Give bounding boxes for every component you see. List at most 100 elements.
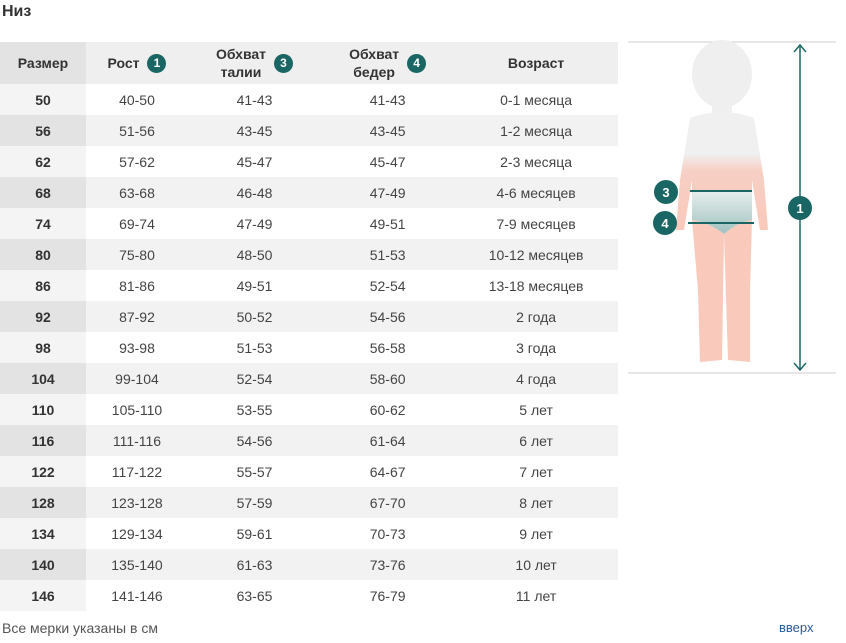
table-row: 146 141-146 63-65 76-79 11 лет (0, 580, 618, 611)
hip-cell: 47-49 (321, 177, 455, 208)
hip-cell: 52-54 (369, 277, 406, 294)
size-cell: 104 (0, 363, 86, 394)
column-header: Обхват талии 3 (187, 42, 322, 84)
column-header-label: Возраст (507, 55, 565, 71)
table-row: 140 135-140 61-63 73-76 10 лет (0, 549, 618, 580)
height-cell: 105-110 (111, 401, 163, 418)
table-header-row: Размер Рост 1 Обхват талии 3 Обхват бедер 4 Возра… (0, 42, 618, 84)
table-row: 134 129-134 59-61 70-73 9 лет (0, 518, 618, 549)
age-cell: 10 лет (454, 549, 618, 580)
waist-cell: 51-53 (236, 339, 273, 356)
column-header: Размер (0, 42, 86, 84)
age-cell: 8 лет (454, 487, 618, 518)
column-header-label: Обхват талии (215, 46, 267, 80)
waist-cell: 55-57 (236, 463, 273, 480)
height-cell: 99-104 (86, 363, 188, 394)
back-to-top-link[interactable]: вверх (779, 620, 814, 635)
svg-text:4: 4 (661, 216, 669, 231)
hip-cell: 41-43 (369, 91, 406, 108)
table-row: 122 117-122 55-57 64-67 7 лет (0, 456, 618, 487)
waist-cell: 53-55 (236, 401, 273, 418)
age-cell: 0-1 месяца (500, 91, 573, 108)
hip-cell: 60-62 (369, 401, 406, 418)
size-cell: 92 (0, 301, 86, 332)
height-cell: 87-92 (86, 301, 188, 332)
body-measurement-figure: 3 4 1 (628, 40, 836, 374)
size-table: Размер Рост 1 Обхват талии 3 Обхват бедер 4 Возра… (0, 42, 618, 611)
hip-cell: 67-70 (321, 487, 455, 518)
hip-cell: 61-64 (321, 425, 455, 456)
column-header: Обхват бедер 4 (321, 42, 455, 84)
table-row: 50 40-50 41-43 41-43 0-1 месяца (0, 84, 618, 115)
age-cell: 3 года (516, 339, 557, 356)
hip-cell: 49-51 (369, 215, 406, 232)
size-cell: 74 (0, 208, 86, 239)
age-cell: 7-9 месяцев (496, 215, 576, 232)
hip-cell: 64-67 (369, 463, 406, 480)
height-cell: 63-68 (86, 177, 188, 208)
size-cell: 110 (0, 394, 86, 425)
age-cell: 6 лет (454, 425, 618, 456)
hip-cell: 58-60 (321, 363, 455, 394)
size-cell: 122 (0, 456, 86, 487)
hip-cell: 43-45 (321, 115, 455, 146)
size-cell: 134 (0, 518, 86, 549)
height-cell: 111-116 (86, 425, 188, 456)
measurement-badge-icon: 1 (147, 53, 167, 73)
hip-cell: 51-53 (321, 239, 455, 270)
table-row: 92 87-92 50-52 54-56 2 года (0, 301, 618, 332)
hip-cell: 45-47 (369, 153, 406, 170)
waist-cell: 45-47 (236, 153, 273, 170)
age-cell: 13-18 месяцев (488, 277, 584, 294)
size-cell: 128 (0, 487, 86, 518)
waist-cell: 43-45 (187, 115, 322, 146)
height-cell: 57-62 (119, 153, 155, 170)
measurement-note: Все мерки указаны в см (2, 620, 158, 636)
table-row: 80 75-80 48-50 51-53 10-12 месяцев (0, 239, 618, 270)
waist-cell: 63-65 (236, 587, 273, 604)
waist-cell: 41-43 (236, 91, 273, 108)
measurement-badge-icon: 3 (274, 53, 294, 73)
age-cell: 5 лет (519, 401, 553, 418)
waist-cell: 59-61 (236, 525, 273, 542)
svg-text:1: 1 (796, 201, 803, 216)
waist-cell: 61-63 (187, 549, 322, 580)
age-cell: 7 лет (519, 463, 553, 480)
waist-cell: 46-48 (187, 177, 322, 208)
waist-cell: 48-50 (187, 239, 322, 270)
size-cell: 62 (0, 146, 86, 177)
hip-cell: 54-56 (321, 301, 455, 332)
child-silhouette (676, 40, 768, 362)
section-title: Низ (2, 3, 32, 20)
table-row: 86 81-86 49-51 52-54 13-18 месяцев (0, 270, 618, 301)
table-row: 62 57-62 45-47 45-47 2-3 месяца (0, 146, 618, 177)
column-header-label: Обхват бедер (349, 46, 400, 80)
height-cell: 141-146 (111, 587, 163, 604)
age-cell: 4-6 месяцев (454, 177, 618, 208)
badge-height-icon: 1 (788, 196, 812, 220)
age-cell: 11 лет (515, 587, 557, 604)
badge-hip-icon: 4 (653, 211, 677, 235)
table-row: 56 51-56 43-45 43-45 1-2 месяца (0, 115, 618, 146)
size-cell: 80 (0, 239, 86, 270)
svg-text:3: 3 (662, 185, 669, 200)
height-cell: 51-56 (86, 115, 188, 146)
height-cell: 93-98 (119, 339, 155, 356)
height-cell: 129-134 (111, 525, 163, 542)
table-row: 68 63-68 46-48 47-49 4-6 месяцев (0, 177, 618, 208)
size-cell: 50 (0, 84, 86, 115)
hip-cell: 73-76 (321, 549, 455, 580)
waist-cell: 54-56 (187, 425, 322, 456)
age-cell: 1-2 месяца (454, 115, 618, 146)
column-header: Рост 1 (86, 42, 188, 84)
waist-cell: 49-51 (236, 277, 273, 294)
height-cell: 117-122 (111, 463, 163, 480)
hip-cell: 56-58 (369, 339, 406, 356)
height-cell: 135-140 (86, 549, 188, 580)
table-row: 128 123-128 57-59 67-70 8 лет (0, 487, 618, 518)
measurement-badge-icon: 4 (407, 53, 427, 73)
waist-cell: 47-49 (236, 215, 273, 232)
waist-cell: 57-59 (187, 487, 322, 518)
height-cell: 69-74 (119, 215, 155, 232)
badge-waist-icon: 3 (654, 180, 678, 204)
